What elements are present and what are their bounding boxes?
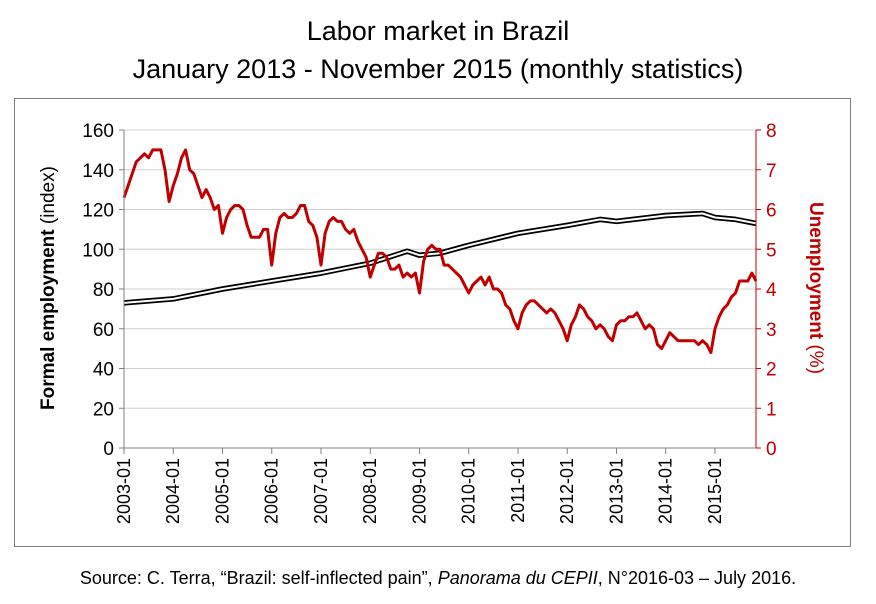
left-tick-label: 20 <box>93 399 114 420</box>
x-tick-label: 2005-01 <box>212 458 232 524</box>
right-tick-label: 5 <box>766 240 777 261</box>
x-tick-label: 2006-01 <box>262 458 282 524</box>
right-tick-label: 3 <box>766 320 777 341</box>
x-tick-label: 2010-01 <box>459 458 479 524</box>
left-tick-label: 120 <box>82 201 114 222</box>
x-axis-ticks: 2003-01 2004-01 2005-01 2006-01 2007-01 2008-… <box>114 448 725 524</box>
x-tick-label: 2011-01 <box>508 458 528 523</box>
source-prefix: Source: C. Terra, “Brazil: self-inflecte… <box>79 568 438 588</box>
x-tick-label: 2008-01 <box>360 458 380 524</box>
source-note: Source: C. Terra, “Brazil: self-inflecte… <box>0 568 876 589</box>
axes <box>123 130 757 449</box>
right-tick-label: 1 <box>766 399 777 420</box>
y-axis-right-label: Unemployment (%) <box>805 202 826 374</box>
x-tick-label: 2009-01 <box>409 458 429 524</box>
x-tick-label: 2012-01 <box>557 458 577 524</box>
gridlines <box>124 129 756 409</box>
right-tick-label: 6 <box>766 201 777 222</box>
right-tick-label: 4 <box>766 280 777 301</box>
left-tick-label: 80 <box>93 280 114 301</box>
x-tick-label: 2007-01 <box>311 458 331 524</box>
x-tick-label: 2003-01 <box>114 458 134 524</box>
x-tick-label: 2015-01 <box>705 458 725 524</box>
x-tick-label: 2013-01 <box>606 458 626 524</box>
left-tick-label: 40 <box>93 360 114 381</box>
x-tick-label: 2004-01 <box>163 458 183 524</box>
left-tick-label: 140 <box>82 161 114 182</box>
left-tick-label: 100 <box>82 240 114 261</box>
left-tick-label: 160 <box>82 121 114 142</box>
chart-title: Labor market in Brazil <box>306 16 570 46</box>
chart-subtitle: January 2013 - November 2015 (monthly st… <box>132 54 744 84</box>
source-suffix: , N°2016-03 – July 2016. <box>597 568 797 588</box>
right-tick-label: 0 <box>766 439 777 460</box>
right-tick-label: 8 <box>766 121 777 142</box>
source-journal: Panorama du CEPII <box>437 568 598 588</box>
left-tick-label: 0 <box>103 439 114 460</box>
right-axis-ticks: 0 1 2 3 4 5 6 7 8 <box>756 121 777 460</box>
employment-line-inner <box>123 212 757 304</box>
y-axis-left-label: Formal employment (index) <box>38 166 59 410</box>
left-axis-ticks: 0 20 40 60 80 100 120 140 160 <box>82 121 124 460</box>
x-tick-label: 2014-01 <box>656 458 676 524</box>
chart-frame <box>14 98 851 547</box>
right-tick-label: 7 <box>766 161 777 182</box>
right-tick-label: 2 <box>766 360 777 381</box>
unemployment-line <box>122 148 758 355</box>
left-tick-label: 60 <box>93 320 114 341</box>
series-layer <box>122 148 758 355</box>
